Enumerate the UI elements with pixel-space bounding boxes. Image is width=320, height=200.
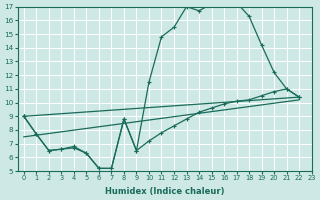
X-axis label: Humidex (Indice chaleur): Humidex (Indice chaleur) bbox=[105, 187, 224, 196]
